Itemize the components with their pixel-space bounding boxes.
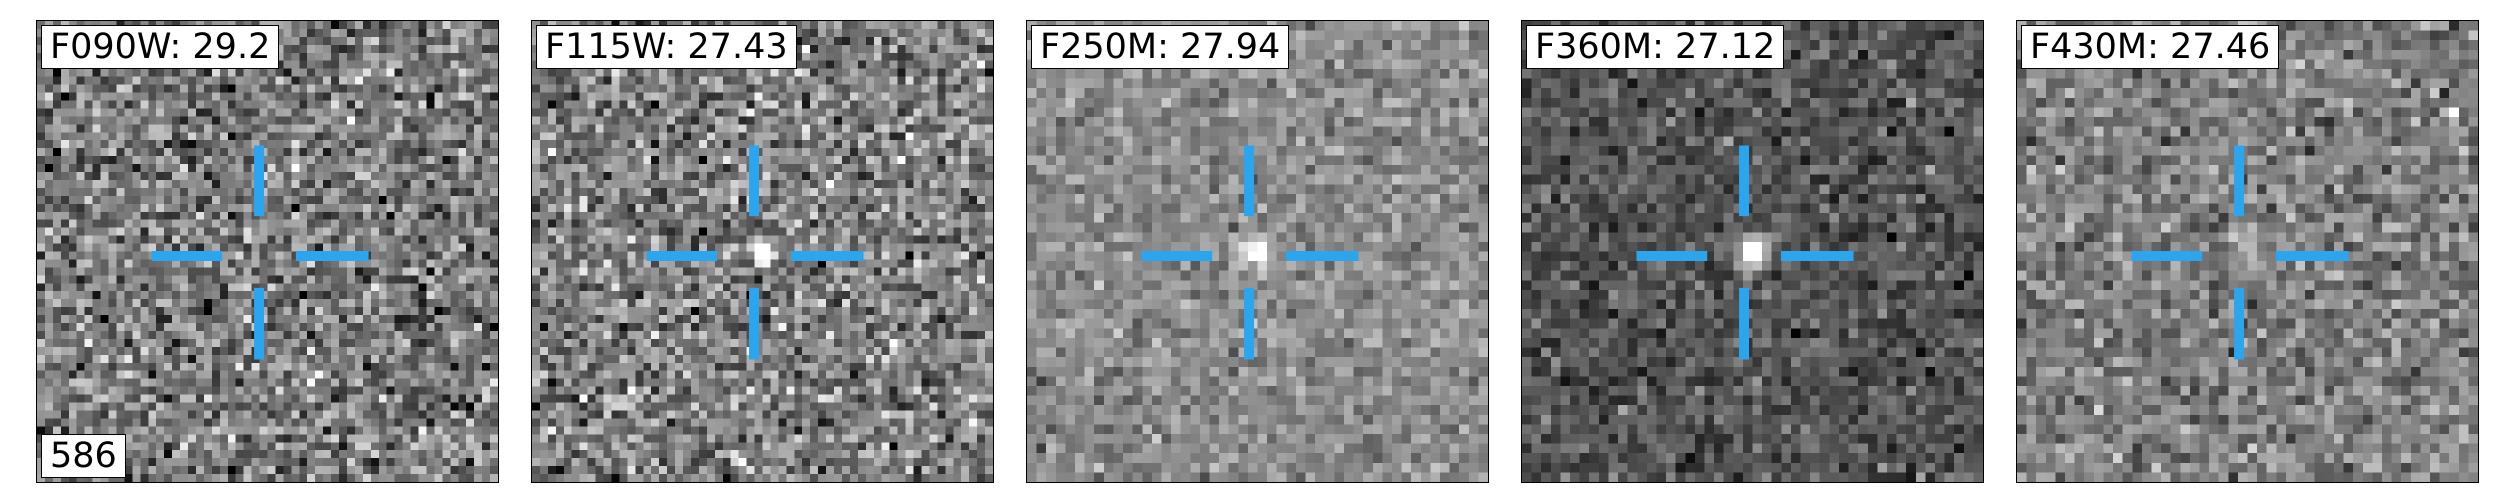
- image-cutout: [532, 21, 993, 482]
- crosshair-icon: [151, 145, 369, 360]
- filter-magnitude-label: F115W: 27.43: [536, 25, 797, 69]
- cutout-panel-5: F430M: 27.46: [2016, 20, 2479, 483]
- crosshair-icon: [1636, 145, 1854, 360]
- filter-magnitude-label: F430M: 27.46: [2021, 25, 2280, 69]
- cutout-panel-4: F360M: 27.12: [1521, 20, 1984, 483]
- image-cutout: [1027, 21, 1488, 482]
- image-cutout: [37, 21, 498, 482]
- cutout-panel-3: F250M: 27.94: [1026, 20, 1489, 483]
- image-cutout: [1522, 21, 1983, 482]
- crosshair-icon: [646, 145, 864, 360]
- filter-magnitude-label: F090W: 29.2: [41, 25, 280, 69]
- cutout-panel-2: F115W: 27.43: [531, 20, 994, 483]
- cutout-panel-1: F090W: 29.2 586: [36, 20, 499, 483]
- crosshair-icon: [1141, 145, 1359, 360]
- image-cutout: [2017, 21, 2478, 482]
- filter-magnitude-label: F250M: 27.94: [1031, 25, 1290, 69]
- crosshair-icon: [2131, 145, 2349, 360]
- source-id-label: 586: [41, 434, 126, 478]
- filter-magnitude-label: F360M: 27.12: [1526, 25, 1785, 69]
